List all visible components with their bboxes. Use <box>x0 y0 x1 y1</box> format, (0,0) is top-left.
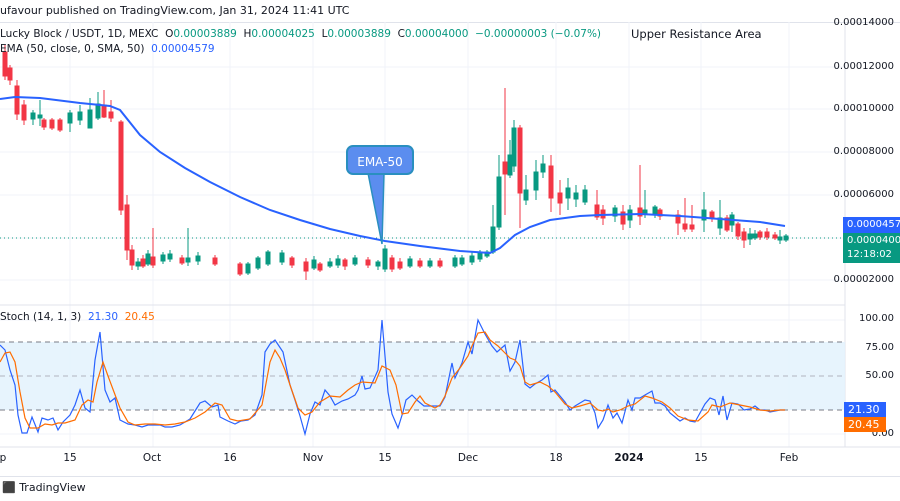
stoch-d-line <box>0 331 785 429</box>
time-label: 16 <box>223 452 237 464</box>
last-price-tag: 0.00004000 12:18:02 <box>843 233 900 263</box>
time-label: 15 <box>63 452 77 464</box>
time-label: Dec <box>457 452 479 464</box>
price-tick: 0.00008000 <box>833 146 894 157</box>
stoch-tick: 0.00 <box>871 428 894 439</box>
price-tick: 0.00010000 <box>833 103 894 114</box>
time-label: Nov <box>302 452 324 464</box>
footer-brand[interactable]: TradingView <box>19 481 86 494</box>
stoch-d-value: 20.45 <box>124 311 155 323</box>
time-label: Oct <box>142 452 162 464</box>
time-label: Feb <box>779 452 799 464</box>
ema-price-tag: 0.00004579 <box>843 217 900 233</box>
ema-label[interactable]: EMA (50, close, 0, SMA, 50) <box>0 43 145 55</box>
time-label: 15 <box>378 452 392 464</box>
stoch-d-tag: 20.45 <box>844 417 886 432</box>
time-label: p <box>0 452 7 464</box>
upper-resistance-label: Upper Resistance Area <box>631 27 762 41</box>
chart-legend: Lucky Block / USDT, 1D, MEXC O0.00003889… <box>0 27 601 57</box>
price-tick: 0.00014000 <box>833 17 894 28</box>
time-label: 18 <box>549 452 563 464</box>
open-label: O <box>165 28 174 40</box>
chart-canvas[interactable] <box>0 0 900 476</box>
price-tick: 0.00002000 <box>833 274 894 285</box>
time-label: 2024 <box>614 452 644 464</box>
stoch-k-tag: 21.30 <box>844 402 886 417</box>
time-label: 15 <box>694 452 708 464</box>
bar-countdown: 12:18:02 <box>847 249 892 260</box>
price-tick: 0.00012000 <box>833 61 894 72</box>
stoch-tick: 50.00 <box>865 370 894 381</box>
tradingview-logo-icon[interactable]: ⬛ <box>2 481 16 494</box>
stoch-label[interactable]: Stoch (14, 1, 3) <box>0 311 82 323</box>
published-text: ufavour published on TradingView.com, Ja… <box>0 4 350 17</box>
price-tick: 0.00006000 <box>833 189 894 200</box>
ema-row: EMA (50, close, 0, SMA, 50) 0.00004579 <box>0 42 601 57</box>
ema-50-callout[interactable]: EMA-50 <box>346 145 414 175</box>
high-label: H <box>243 28 252 40</box>
close-label: C <box>397 28 405 40</box>
low-value: 0.00003889 <box>327 28 391 40</box>
symbol-name[interactable]: Lucky Block / USDT, 1D, MEXC <box>0 28 159 40</box>
stoch-tick: 100.00 <box>859 313 894 324</box>
footer: ⬛ TradingView <box>0 476 900 501</box>
stoch-legend: Stoch (14, 1, 3) 21.30 20.45 <box>0 311 155 323</box>
close-value: 0.00004000 <box>404 28 469 40</box>
low-label: L <box>321 28 328 40</box>
high-value: 0.00004025 <box>251 28 315 40</box>
last-price-value: 0.00004000 <box>847 235 900 246</box>
symbol-row: Lucky Block / USDT, 1D, MEXC O0.00003889… <box>0 27 601 42</box>
change-value: −0.00000003 (−0.07%) <box>475 28 602 40</box>
published-line: ufavour published on TradingView.com, Ja… <box>0 0 900 23</box>
stoch-tick: 75.00 <box>865 342 894 353</box>
stoch-k-value: 21.30 <box>87 311 118 323</box>
open-value: 0.00003889 <box>173 28 237 40</box>
stoch-k-line <box>0 318 785 437</box>
ema-value: 0.00004579 <box>151 43 215 55</box>
